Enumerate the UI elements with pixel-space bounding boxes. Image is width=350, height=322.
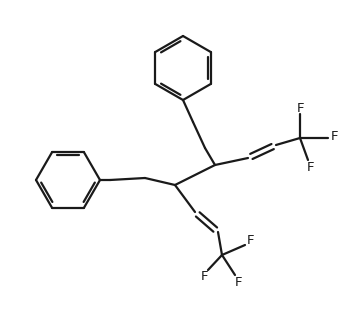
Text: F: F bbox=[330, 129, 338, 143]
Text: F: F bbox=[296, 101, 304, 115]
Text: F: F bbox=[201, 270, 209, 283]
Text: F: F bbox=[306, 160, 314, 174]
Text: F: F bbox=[234, 276, 242, 289]
Text: F: F bbox=[246, 233, 254, 247]
